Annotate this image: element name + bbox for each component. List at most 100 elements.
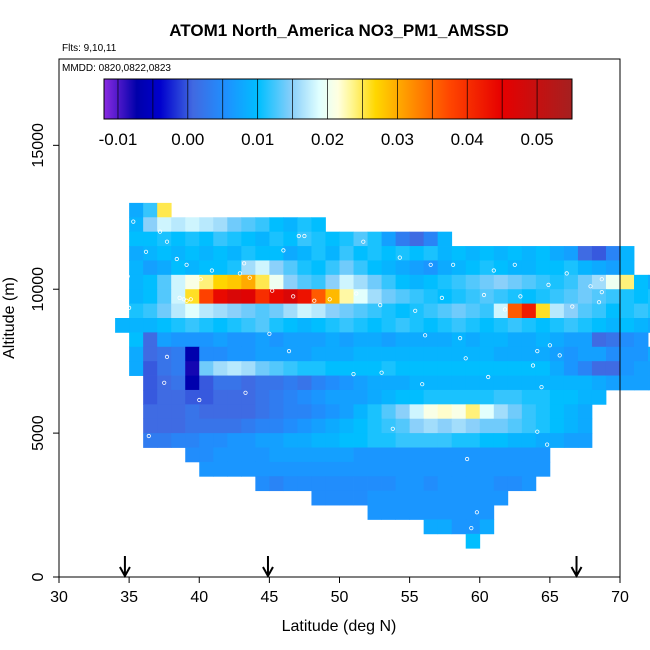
heatmap-cell bbox=[493, 418, 509, 434]
heatmap-cell bbox=[269, 375, 284, 391]
heatmap-cell bbox=[199, 461, 214, 477]
heatmap-cell bbox=[269, 433, 284, 448]
heatmap-cell bbox=[465, 274, 481, 290]
heatmap-cell bbox=[465, 289, 481, 305]
sample-point bbox=[243, 390, 248, 395]
heatmap-cell bbox=[367, 318, 382, 333]
heatmap-cell bbox=[185, 346, 200, 362]
heatmap-cell bbox=[269, 289, 284, 305]
heatmap-cell bbox=[465, 375, 481, 391]
heatmap-cell bbox=[171, 303, 186, 319]
x-tick-label: 45 bbox=[260, 589, 278, 606]
sample-point bbox=[146, 433, 151, 439]
heatmap-cell bbox=[465, 404, 481, 420]
sample-point bbox=[291, 294, 296, 299]
heatmap-cell bbox=[367, 476, 382, 492]
heatmap-cell bbox=[199, 375, 214, 391]
heatmap-cell bbox=[157, 346, 172, 362]
heatmap-cell bbox=[563, 361, 579, 376]
heatmap-cell bbox=[297, 332, 312, 348]
heatmap-cell bbox=[437, 361, 453, 376]
heatmap-cell bbox=[437, 433, 453, 448]
sample-point bbox=[181, 297, 186, 302]
heatmap-cell bbox=[563, 303, 579, 319]
heatmap-cell bbox=[423, 361, 439, 376]
heatmap-cell bbox=[409, 447, 425, 463]
heatmap-cell bbox=[521, 375, 537, 391]
heatmap-cell bbox=[283, 433, 298, 448]
sample-point bbox=[188, 297, 193, 302]
heatmap-cell bbox=[493, 246, 509, 261]
heatmap-cell bbox=[535, 318, 551, 333]
heatmap-cell bbox=[620, 246, 635, 261]
heatmap-cell bbox=[227, 289, 242, 305]
heatmap-cell bbox=[297, 447, 312, 463]
heatmap-cell bbox=[423, 375, 439, 391]
heatmap-cell bbox=[423, 519, 439, 535]
heatmap-cell bbox=[423, 274, 439, 290]
sample-point bbox=[270, 288, 275, 293]
heatmap-cell bbox=[507, 332, 523, 348]
heatmap-cell bbox=[591, 375, 607, 391]
heatmap-cell bbox=[185, 217, 200, 233]
heatmap-cell bbox=[381, 461, 396, 477]
heatmap-cell bbox=[563, 389, 579, 405]
heatmap-cell bbox=[283, 404, 298, 420]
heatmap-cell bbox=[423, 447, 439, 463]
heatmap-cell bbox=[353, 260, 368, 276]
heatmap-cell bbox=[213, 461, 228, 477]
heatmap-cell bbox=[255, 260, 270, 276]
heatmap-cell bbox=[353, 404, 368, 420]
heatmap-cell bbox=[563, 433, 579, 448]
heatmap-cell bbox=[620, 375, 635, 391]
heatmap-cell bbox=[283, 217, 298, 233]
sample-point bbox=[530, 363, 536, 368]
heatmap-cell bbox=[507, 476, 523, 492]
heatmap-cell bbox=[465, 246, 481, 261]
heatmap-cell bbox=[143, 289, 158, 305]
heatmap-cell bbox=[171, 260, 186, 276]
heatmap-cell bbox=[185, 375, 200, 391]
heatmap-cell bbox=[648, 346, 650, 362]
heatmap-cell bbox=[437, 260, 453, 276]
heatmap-cell bbox=[465, 389, 481, 405]
heatmap-cell bbox=[269, 476, 284, 492]
heatmap-cell bbox=[479, 375, 495, 391]
heatmap-cell bbox=[185, 332, 200, 348]
heatmap-cell bbox=[423, 418, 439, 434]
heatmap-cell bbox=[283, 361, 298, 376]
heatmap-cell bbox=[535, 274, 551, 290]
heatmap-cell bbox=[479, 289, 495, 305]
heatmap-cell bbox=[535, 346, 551, 362]
colorbar-tick-lines bbox=[117, 79, 573, 119]
sample-point bbox=[127, 305, 132, 310]
heatmap-cell bbox=[507, 289, 523, 305]
heatmap-cell bbox=[381, 447, 396, 463]
sample-point bbox=[390, 426, 395, 431]
heatmap-cell bbox=[339, 289, 354, 305]
heatmap-cell bbox=[339, 418, 354, 434]
heatmap-cell bbox=[339, 318, 354, 333]
heatmap-cell bbox=[339, 260, 354, 276]
heatmap-cell bbox=[451, 246, 467, 261]
heatmap-cell bbox=[605, 274, 621, 290]
heatmap-cell bbox=[325, 231, 340, 247]
heatmap-cell bbox=[437, 303, 453, 319]
sample-point bbox=[564, 271, 569, 276]
heatmap-cell bbox=[507, 274, 523, 290]
heatmap-cell bbox=[493, 289, 509, 305]
heatmap-cell bbox=[297, 274, 312, 290]
heatmap-cell bbox=[269, 332, 284, 348]
flights-annotation: Flts: 9,10,11 bbox=[62, 43, 117, 54]
sample-point bbox=[464, 456, 470, 462]
heatmap-cell bbox=[563, 318, 579, 333]
colorbar-tick-label: -0.01 bbox=[99, 130, 138, 149]
sample-point bbox=[177, 295, 182, 300]
heatmap-cell bbox=[423, 490, 439, 506]
heatmap-cell bbox=[297, 217, 312, 233]
heatmap-cell bbox=[171, 389, 186, 405]
heatmap-cell bbox=[451, 289, 467, 305]
heatmap-cell bbox=[577, 389, 593, 405]
heatmap-cell bbox=[521, 418, 537, 434]
heatmap-cell bbox=[395, 433, 411, 448]
